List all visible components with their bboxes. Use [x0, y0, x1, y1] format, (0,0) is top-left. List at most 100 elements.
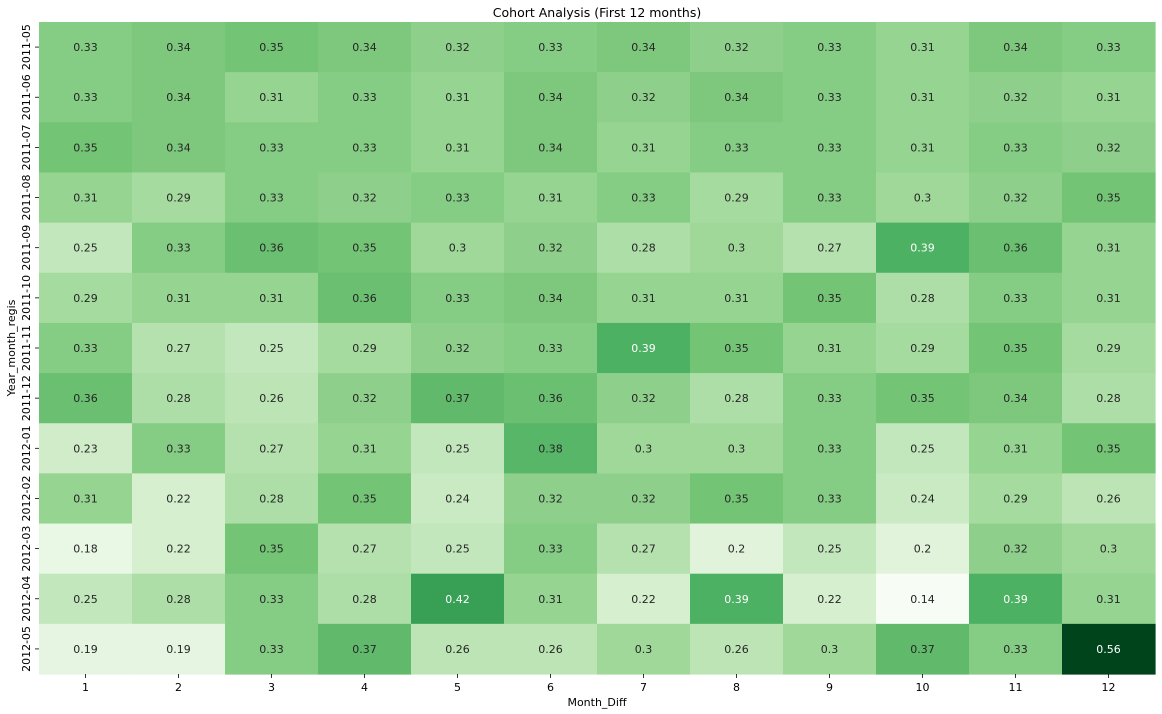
cell-value-label: 0.31: [538, 192, 563, 205]
heatmap-cell-2012-01-7: [597, 423, 691, 474]
heatmap-cell-2011-10-4: [318, 272, 412, 324]
cell-value-label: 0.31: [631, 141, 656, 154]
heatmap-cell-2012-05-2: [132, 623, 226, 675]
cell-value-label: 0.31: [259, 91, 284, 104]
heatmap-cell-2012-03-6: [504, 523, 598, 575]
cell-value-label: 0.33: [166, 242, 191, 255]
cell-value-label: 0.32: [352, 192, 377, 205]
cell-value-label: 0.29: [352, 342, 377, 355]
x-tick-label: 6: [547, 681, 554, 694]
heatmap-cell-2011-08-5: [411, 172, 505, 224]
y-tick-label: 2011-08: [20, 175, 33, 221]
cell-value-label: 0.34: [1003, 41, 1028, 54]
heatmap-cell-2011-11-2: [132, 322, 226, 374]
heatmap-cell-2012-02-3: [225, 473, 319, 525]
cell-value-label: 0.35: [724, 342, 749, 355]
cell-value-label: 0.25: [445, 543, 470, 556]
heatmap-cell-2011-11-12: [1062, 322, 1156, 374]
heatmap-cell-2011-08-11: [969, 172, 1063, 224]
cell-value-label: 0.33: [445, 292, 470, 305]
heatmap-cell-2012-01-12: [1062, 423, 1156, 474]
y-axis-label: Year_month_regis: [5, 299, 18, 397]
heatmap-cell-2012-03-5: [411, 523, 505, 575]
heatmap-cell-2012-03-12: [1062, 523, 1156, 575]
cell-value-label: 0.32: [538, 242, 563, 255]
cell-value-label: 0.33: [817, 41, 842, 54]
x-tick-label: 5: [454, 681, 461, 694]
cell-value-label: 0.32: [1003, 192, 1028, 205]
heatmap-cell-2011-06-3: [225, 72, 319, 123]
cell-value-label: 0.3: [728, 442, 746, 455]
heatmap-cell-2011-07-6: [504, 122, 598, 174]
cell-value-label: 0.23: [73, 442, 98, 455]
x-tick-label: 4: [361, 681, 368, 694]
heatmap-cell-2012-02-5: [411, 473, 505, 525]
y-tick-label: 2012-03: [20, 526, 33, 572]
cell-value-label: 0.31: [352, 442, 377, 455]
cell-value-label: 0.14: [910, 593, 935, 606]
cell-value-label: 0.33: [724, 141, 749, 154]
cell-value-label: 0.32: [631, 492, 656, 505]
heatmap-cell-2012-02-2: [132, 473, 226, 525]
cell-value-label: 0.28: [724, 392, 749, 405]
cell-value-label: 0.33: [259, 192, 284, 205]
cell-value-label: 0.38: [538, 442, 563, 455]
cell-value-label: 0.31: [73, 192, 98, 205]
heatmap-cell-2011-10-1: [39, 272, 133, 324]
x-axis-ticks: 1 2 3 4 5 6 7 8 9 10 11 12: [82, 674, 1116, 694]
heatmap-cell-2012-01-9: [783, 423, 877, 474]
x-axis-label: Month_Diff: [567, 696, 627, 709]
heatmap-cell-2011-09-7: [597, 222, 691, 274]
cell-value-label: 0.29: [166, 192, 191, 205]
heatmap-cell-2012-04-5: [411, 573, 505, 625]
y-tick-label: 2012-02: [20, 475, 33, 521]
heatmap-cell-2012-04-7: [597, 573, 691, 625]
y-tick-label: 2012-05: [20, 626, 33, 672]
heatmap-cell-2011-06-10: [876, 72, 970, 123]
cell-value-label: 0.33: [817, 492, 842, 505]
cell-value-label: 0.3: [449, 242, 467, 255]
heatmap-cell-2012-02-8: [690, 473, 784, 525]
cell-value-label: 0.34: [538, 292, 563, 305]
heatmap-cell-2012-05-5: [411, 623, 505, 675]
heatmap-cell-2011-09-4: [318, 222, 412, 274]
cell-value-label: 0.27: [817, 242, 842, 255]
heatmap-cell-2011-11-5: [411, 322, 505, 374]
heatmap-cell-2012-03-3: [225, 523, 319, 575]
y-tick-label: 2011-09: [20, 225, 33, 271]
y-tick-label: 2011-07: [20, 124, 33, 170]
x-tick-label: 11: [1009, 681, 1023, 694]
cell-value-label: 0.22: [166, 543, 191, 556]
cell-value-label: 0.31: [1096, 242, 1121, 255]
cell-value-label: 0.35: [352, 492, 377, 505]
heatmap-cell-2012-05-4: [318, 623, 412, 675]
heatmap-cell-2012-03-10: [876, 523, 970, 575]
y-tick-label: 2012-04: [20, 576, 33, 622]
heatmap-cell-2011-12-9: [783, 373, 877, 424]
heatmap-cell-2011-10-10: [876, 272, 970, 324]
heatmap-cell-2012-04-9: [783, 573, 877, 625]
cell-value-label: 0.33: [352, 141, 377, 154]
heatmap-cell-2011-10-5: [411, 272, 505, 324]
heatmap-cell-2011-11-4: [318, 322, 412, 374]
x-tick-label: 12: [1102, 681, 1116, 694]
heatmap-cell-2012-01-6: [504, 423, 598, 474]
cell-value-label: 0.28: [166, 392, 191, 405]
cell-value-label: 0.28: [1096, 392, 1121, 405]
heatmap-cell-2011-05-11: [969, 22, 1063, 73]
heatmap-cell-2011-07-5: [411, 122, 505, 174]
heatmap-cell-2011-10-11: [969, 272, 1063, 324]
cell-value-label: 0.22: [166, 492, 191, 505]
cell-value-label: 0.31: [1096, 292, 1121, 305]
cell-value-label: 0.26: [1096, 492, 1121, 505]
heatmap-cell-2012-03-2: [132, 523, 226, 575]
heatmap-cell-2011-08-9: [783, 172, 877, 224]
cell-value-label: 0.33: [1096, 41, 1121, 54]
cell-value-label: 0.27: [166, 342, 191, 355]
cell-value-label: 0.29: [1003, 492, 1028, 505]
cell-value-label: 0.24: [910, 492, 935, 505]
heatmap-cell-2011-05-9: [783, 22, 877, 73]
heatmap-cell-2011-07-7: [597, 122, 691, 174]
heatmap-cell-2011-12-10: [876, 373, 970, 424]
cell-value-label: 0.18: [73, 543, 98, 556]
